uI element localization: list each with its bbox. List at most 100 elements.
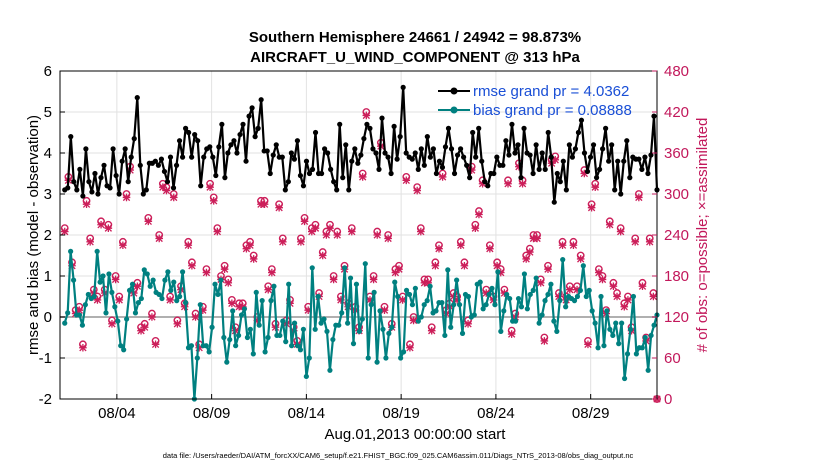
bias-point [256,322,262,328]
obs-assimilated-marker [108,320,116,328]
obs-count-layer [60,108,661,403]
bias-point [486,291,492,298]
bias-point [577,287,583,293]
bias-point [539,312,545,318]
bias-point [250,351,256,357]
rmse-point [195,138,201,144]
bias-point [91,293,97,300]
bias-point [554,328,560,334]
x-tick-label: 08/04 [98,405,136,422]
bias-point [613,320,619,326]
rmse-point [364,121,370,127]
rmse-point [600,146,606,152]
bias-point [418,314,424,320]
obs-assimilated-marker [580,169,589,178]
obs-assimilated-marker [264,285,273,294]
bias-point [521,271,528,277]
obs-assimilated-marker [188,261,196,270]
obs-assimilated-marker [406,343,414,352]
obs-assimilated-marker [649,292,658,301]
bias-point [504,291,510,298]
left-tick-label: 0 [44,309,52,326]
obs-assimilated-marker [595,268,603,277]
bias-point [121,347,127,353]
bias-point [182,300,189,306]
data-file-footnote: data file: /Users/raeder/DAI/ATM_forcXX/… [163,451,634,460]
legend-rmse-label: rmse grand pr = 4.0362 [473,83,629,100]
rmse-point [98,175,104,181]
rmse-point [391,123,397,129]
rmse-point [255,125,261,131]
bias-point [489,285,495,291]
bias-point [495,269,501,275]
bias-point [412,285,418,291]
rmse-point [273,142,279,148]
bias-point [342,265,348,271]
obs-assimilated-marker [631,238,639,246]
bias-point [445,267,451,273]
bias-point [621,375,628,382]
obs-assimilated-marker [609,282,618,291]
bias-point [177,293,183,300]
rmse-point [479,158,485,164]
bias-point [610,332,616,339]
bias-point [297,347,304,353]
x-tick-label: 08/14 [288,405,326,422]
obs-assimilated-marker [202,268,211,277]
rmse-point [645,170,651,177]
rmse-point [282,187,288,193]
obs-assimilated-marker [565,285,574,294]
rmse-point [506,152,512,158]
rmse-point [618,191,624,197]
bias-point [533,275,539,281]
obs-assimilated-marker [587,203,596,212]
bias-point [70,277,77,283]
bias-point [147,283,153,289]
obs-assimilated-marker [522,255,530,263]
obs-assimilated-marker [464,320,472,328]
bias-point [194,355,200,361]
obs-assimilated-marker [526,248,534,256]
rmse-point [367,125,373,131]
obs-assimilated-marker [496,268,505,277]
obs-assimilated-marker [268,268,276,277]
rmse-point [355,160,361,166]
left-tick-label: 6 [44,63,52,80]
rmse-point [418,146,424,152]
bias-point [386,330,392,336]
rmse-point [382,150,388,156]
obs-assimilated-marker [417,227,425,236]
obs-assimilated-marker [624,296,632,304]
right-tick-label: 480 [664,63,689,80]
bias-point [415,318,421,324]
obs-assimilated-marker [304,306,312,314]
rmse-point [137,162,143,168]
obs-assimilated-marker [504,179,512,188]
bias-point [94,248,100,254]
obs-assimilated-marker [645,238,654,246]
obs-assimilated-marker [613,292,621,301]
obs-assimilated-marker [111,275,120,284]
rmse-point [412,150,418,156]
obs-assimilated-marker [591,183,600,191]
bias-point [465,293,472,300]
bias-point [542,298,548,304]
rmse-point [95,191,101,197]
rmse-point [74,187,80,193]
bias-point [551,318,557,324]
bias-point [141,267,147,273]
obs-assimilated-marker [347,227,356,236]
rmse-series [62,84,660,205]
rmse-point [467,175,473,181]
bias-point [62,320,68,326]
obs-assimilated-marker [173,320,182,328]
bias-point [501,308,507,314]
obs-assimilated-marker [453,296,461,304]
obs-assimilated-marker [337,296,345,304]
rmse-point [581,150,588,156]
bias-point [280,318,286,324]
bias-point [598,293,604,300]
bias-point [235,332,242,339]
bias-point [106,271,112,277]
obs-assimilated-marker [140,323,149,332]
